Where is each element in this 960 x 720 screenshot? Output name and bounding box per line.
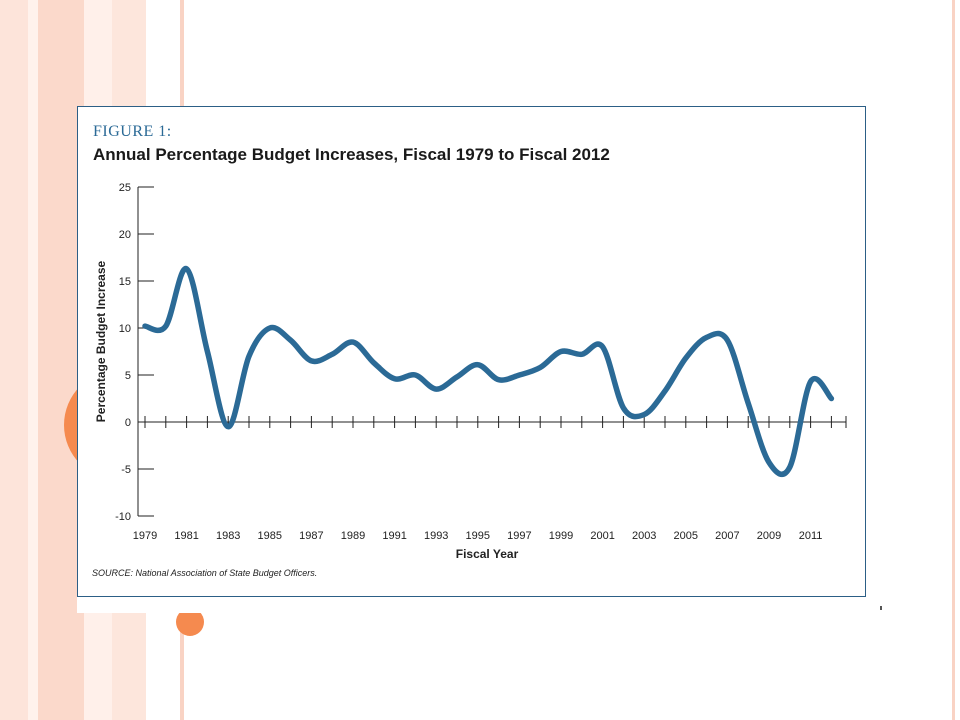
decor-stripe — [38, 0, 84, 720]
x-tick-label: 2009 — [757, 530, 781, 542]
x-axis-label: Fiscal Year — [456, 547, 519, 561]
y-tick-label: 0 — [125, 417, 131, 429]
x-tick-label: 1989 — [341, 530, 365, 542]
x-tick-label: 2007 — [715, 530, 739, 542]
y-tick-label: 10 — [119, 323, 131, 335]
x-tick-label: 2003 — [632, 530, 656, 542]
x-tick-label: 2005 — [674, 530, 698, 542]
x-tick-label: 1981 — [174, 530, 198, 542]
y-tick-label: 5 — [125, 370, 131, 382]
series-line — [142, 266, 835, 478]
y-tick-label: 20 — [119, 229, 131, 241]
x-tick-label: 1997 — [507, 530, 531, 542]
decor-dot — [880, 606, 882, 610]
x-tick-label: 2011 — [799, 530, 823, 542]
x-tick-label: 1991 — [382, 530, 406, 542]
y-tick-label: 15 — [119, 276, 131, 288]
y-tick-label: -10 — [115, 511, 131, 523]
x-tick-label: 1987 — [299, 530, 323, 542]
x-tick-label: 2001 — [590, 530, 614, 542]
x-tick-label: 1985 — [258, 530, 282, 542]
x-tick-label: 1983 — [216, 530, 240, 542]
source-note: SOURCE: National Association of State Bu… — [92, 568, 318, 578]
figure-frame: FIGURE 1: Annual Percentage Budget Incre… — [77, 106, 866, 597]
x-tick-label: 1993 — [424, 530, 448, 542]
figure-label: FIGURE 1: — [93, 123, 172, 140]
decor-stripe — [28, 0, 38, 720]
x-tick-label: 1979 — [133, 530, 157, 542]
y-tick-label: -5 — [121, 464, 131, 476]
chart-title: Annual Percentage Budget Increases, Fisc… — [93, 145, 610, 164]
decor-stripe — [0, 0, 28, 720]
x-tick-label: 1999 — [549, 530, 573, 542]
y-tick-label: 25 — [119, 182, 131, 194]
decor-right-line — [952, 0, 955, 720]
y-axis-label: Percentage Budget Increase — [94, 260, 108, 422]
x-tick-label: 1995 — [466, 530, 490, 542]
